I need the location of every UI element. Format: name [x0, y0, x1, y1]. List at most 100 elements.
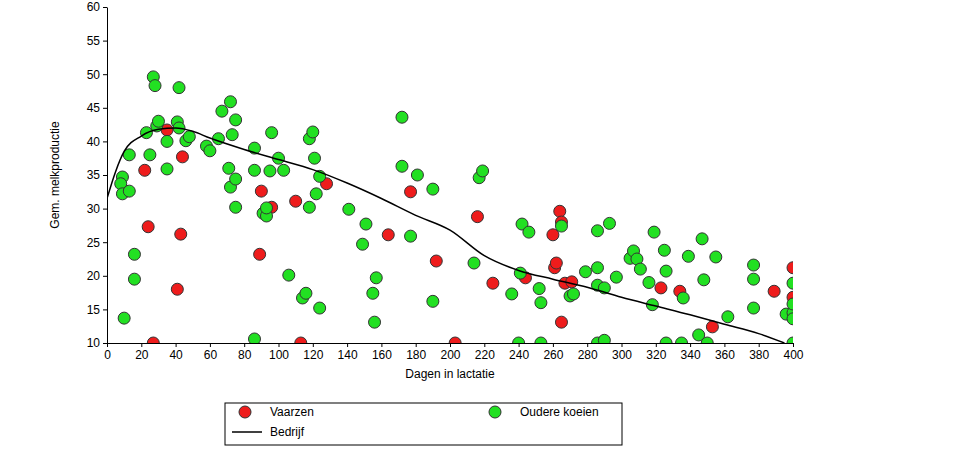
point — [139, 164, 151, 176]
point — [513, 337, 525, 343]
y-tick-label: 55 — [87, 34, 101, 48]
x-tick-label: 20 — [135, 348, 149, 362]
point — [468, 257, 480, 269]
point — [471, 211, 483, 223]
point — [555, 220, 567, 232]
x-tick: 40 — [169, 343, 183, 362]
x-tick-label: 220 — [475, 348, 495, 362]
x-tick: 340 — [681, 343, 701, 362]
x-tick: 120 — [303, 343, 323, 362]
y-tick-mark — [103, 242, 107, 243]
x-tick: 380 — [749, 343, 769, 362]
point — [142, 221, 154, 233]
x-tick-mark — [210, 343, 211, 347]
y-tick-label: 45 — [87, 101, 101, 115]
point — [171, 283, 183, 295]
point — [648, 226, 660, 238]
x-tick-mark — [416, 343, 417, 347]
point — [382, 229, 394, 241]
point — [722, 311, 734, 323]
y-tick-mark — [103, 7, 107, 8]
point — [175, 228, 187, 240]
x-tick-mark — [793, 343, 794, 347]
x-tick: 0 — [104, 343, 111, 362]
y-tick-mark — [103, 276, 107, 277]
x-tick: 80 — [238, 343, 252, 362]
point — [300, 287, 312, 299]
point — [295, 337, 307, 343]
chart: 0204060801001201401601802002202402602803… — [0, 0, 978, 456]
point — [748, 259, 760, 271]
point — [658, 244, 670, 256]
x-tick-mark — [759, 343, 760, 347]
point — [610, 271, 622, 283]
y-tick: 50 — [87, 68, 107, 82]
point — [343, 203, 355, 215]
point — [405, 230, 417, 242]
point — [677, 292, 689, 304]
point — [487, 277, 499, 289]
x-tick: 300 — [612, 343, 632, 362]
x-tick-mark — [656, 343, 657, 347]
point — [223, 162, 235, 174]
point — [787, 277, 793, 289]
point — [309, 152, 321, 164]
legend-label: Vaarzen — [270, 405, 314, 419]
x-tick-mark — [141, 343, 142, 347]
x-tick-mark — [244, 343, 245, 347]
point — [216, 105, 228, 117]
x-tick-label: 0 — [104, 348, 111, 362]
point — [314, 302, 326, 314]
x-tick-label: 280 — [578, 348, 598, 362]
point — [128, 273, 140, 285]
x-tick: 280 — [578, 343, 598, 362]
x-tick-mark — [450, 343, 451, 347]
y-axis-title: Gem. melkproductie — [48, 121, 62, 229]
y-tick-label: 30 — [87, 202, 101, 216]
legend-swatch — [489, 406, 501, 418]
point — [696, 233, 708, 245]
x-tick-mark — [724, 343, 725, 347]
y-tick-label: 15 — [87, 303, 101, 317]
x-tick-label: 300 — [612, 348, 632, 362]
y-tick-mark — [103, 41, 107, 42]
x-tick-label: 120 — [303, 348, 323, 362]
y-tick: 20 — [87, 269, 107, 283]
point — [255, 185, 267, 197]
point — [701, 337, 713, 343]
y-axis: 1015202530354045505560 — [87, 0, 108, 350]
x-tick-mark — [519, 343, 520, 347]
x-tick: 20 — [135, 343, 149, 362]
y-tick-mark — [103, 141, 107, 142]
line — [107, 128, 784, 343]
point — [248, 164, 260, 176]
x-tick-mark — [622, 343, 623, 347]
legend-item: Oudere koeien — [489, 405, 599, 419]
x-tick-label: 180 — [406, 348, 426, 362]
x-tick: 180 — [406, 343, 426, 362]
x-tick-label: 80 — [238, 348, 252, 362]
point — [591, 262, 603, 274]
point — [598, 334, 610, 343]
scatter-series — [139, 124, 793, 343]
x-tick: 240 — [509, 343, 529, 362]
point — [427, 183, 439, 195]
point — [710, 251, 722, 263]
x-tick-label: 360 — [715, 348, 735, 362]
x-tick: 220 — [475, 343, 495, 362]
y-tick: 40 — [87, 135, 107, 149]
point — [176, 151, 188, 163]
point — [660, 337, 672, 343]
y-tick: 30 — [87, 202, 107, 216]
x-tick-label: 200 — [440, 348, 460, 362]
y-tick-mark — [103, 175, 107, 176]
x-tick: 160 — [372, 343, 392, 362]
point — [204, 145, 216, 157]
point — [396, 111, 408, 123]
point — [427, 295, 439, 307]
x-tick-mark — [381, 343, 382, 347]
point — [660, 265, 672, 277]
y-tick-label: 50 — [87, 68, 101, 82]
point — [303, 201, 315, 213]
y-tick-mark — [103, 108, 107, 109]
